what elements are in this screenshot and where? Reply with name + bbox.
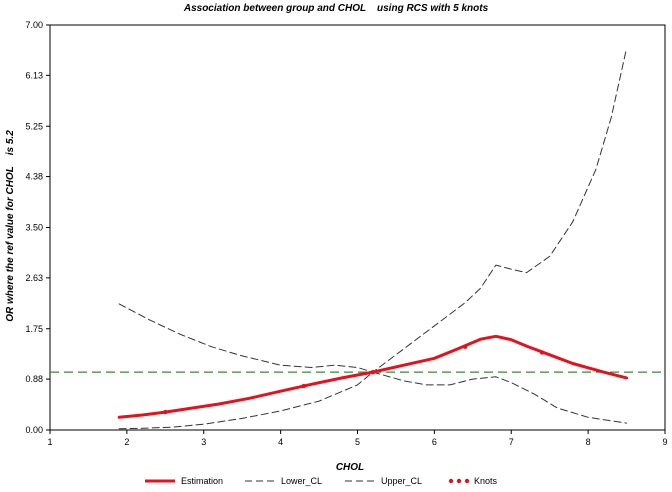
knot-point	[301, 383, 306, 389]
knot-point	[539, 350, 545, 355]
x-tick-label: 1	[47, 437, 52, 447]
chart-title: Association between group and CHOL using…	[183, 3, 489, 14]
y-axis-ticks: 0.00 0.88 1.75 2.63 3.50 4.38 5.25 6.13 7.00	[25, 20, 50, 435]
x-axis-title: CHOL	[336, 462, 364, 473]
y-tick-label: 3.50	[25, 223, 43, 233]
x-tick-label: 4	[278, 437, 283, 447]
y-axis-title: OR where the ref value for CHOL is 5.2	[5, 130, 16, 322]
legend-label-knots: Knots	[474, 476, 498, 486]
legend-knot-marker	[456, 478, 462, 484]
y-tick-label: 0.88	[25, 374, 43, 384]
legend-label-lower-cl: Lower_CL	[281, 476, 322, 486]
x-tick-label: 2	[124, 437, 129, 447]
y-tick-label: 6.13	[25, 70, 43, 80]
y-tick-label: 4.38	[25, 172, 43, 182]
lower-cl-line	[118, 371, 628, 430]
y-tick-label: 2.63	[25, 273, 43, 283]
x-axis-ticks: 1 2 3 4 5 6 7 8 9	[47, 430, 668, 447]
x-tick-label: 9	[662, 437, 667, 447]
x-tick-label: 7	[509, 437, 514, 447]
legend-label-estimation: Estimation	[181, 476, 223, 486]
legend-label-upper-cl: Upper_CL	[381, 476, 422, 486]
upper-cl-line	[118, 47, 628, 373]
x-tick-label: 3	[201, 437, 206, 447]
y-tick-label: 0.00	[25, 425, 43, 435]
legend: Estimation Lower_CL Upper_CL Knots	[145, 476, 498, 486]
legend-knot-marker	[464, 478, 470, 484]
y-tick-label: 1.75	[25, 324, 43, 334]
legend-knot-marker	[448, 478, 454, 484]
x-tick-label: 8	[586, 437, 591, 447]
x-tick-label: 5	[355, 437, 360, 447]
knot-point	[163, 409, 168, 415]
y-tick-label: 5.25	[25, 121, 43, 131]
x-tick-label: 6	[432, 437, 437, 447]
knot-point	[370, 369, 376, 375]
estimation-line	[117, 334, 629, 419]
plot-area	[49, 24, 666, 431]
series-layer	[117, 47, 629, 430]
y-tick-label: 7.00	[25, 20, 43, 30]
knot-point	[462, 344, 468, 349]
